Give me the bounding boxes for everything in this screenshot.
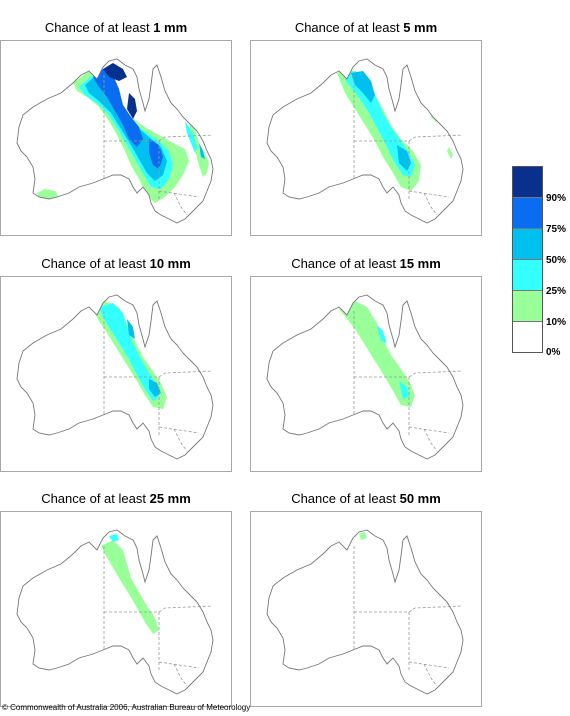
legend-label-50: 50%: [546, 255, 567, 266]
rainfall-area: [397, 145, 411, 171]
state-border: [408, 370, 464, 378]
panel-title: Chance of at least 15 mm: [291, 256, 441, 271]
panel-25mm: Chance of at least 25 mm: [0, 489, 232, 707]
rainfall-area: [99, 303, 159, 401]
state-border: [158, 661, 200, 669]
rainfall-area: [359, 532, 367, 540]
coastline: [266, 529, 464, 695]
rainfall-area: [343, 71, 415, 177]
map-frame: [0, 276, 232, 472]
australia-map: [266, 529, 464, 695]
rainfall-area: [149, 379, 161, 397]
rainfall-area: [93, 69, 143, 147]
state-border: [158, 190, 200, 198]
state-border: [158, 370, 214, 378]
legend-swatch-10: [513, 291, 542, 322]
legend-swatch-75: [513, 198, 542, 229]
map-frame: [250, 276, 482, 472]
rainfall-area: [127, 319, 135, 339]
state-border: [408, 426, 450, 434]
map-frame: [250, 511, 482, 707]
coastline: [16, 294, 214, 460]
coastline: [266, 58, 464, 224]
map-group: [266, 58, 464, 224]
rainfall-area: [399, 381, 409, 399]
panel-50mm: Chance of at least 50 mm: [250, 489, 482, 707]
rainfall-area: [199, 143, 205, 159]
legend-label-75: 75%: [546, 224, 567, 235]
state-border: [173, 663, 188, 687]
australia-map: [16, 294, 214, 460]
panel-title: Chance of at least 10 mm: [41, 256, 191, 271]
map-group: [16, 294, 214, 460]
legend-label-25: 25%: [546, 286, 567, 297]
rainfall-area: [339, 301, 415, 407]
state-border: [158, 134, 214, 142]
copyright-notice: © Commonwealth of Australia 2006, Austra…: [2, 703, 251, 712]
rainfall-area: [185, 121, 197, 153]
coastline: [16, 529, 214, 695]
panel-5mm: Chance of at least 5 mm: [250, 18, 482, 236]
state-border: [408, 190, 450, 198]
legend-label-0: 0%: [546, 347, 561, 358]
map-frame: [250, 40, 482, 236]
map-group: [16, 529, 214, 695]
coastline: [266, 294, 464, 460]
rainfall-area: [415, 297, 421, 315]
panel-10mm: Chance of at least 10 mm: [0, 254, 232, 472]
rainfall-area: [101, 540, 159, 634]
map-frame: [0, 511, 232, 707]
panel-title: Chance of at least 1 mm: [44, 20, 188, 35]
rainfall-area: [447, 147, 453, 159]
rainfall-area: [109, 534, 119, 542]
rainfall-area: [103, 63, 127, 81]
panel-title: Chance of at least 50 mm: [291, 491, 441, 506]
state-border: [408, 605, 464, 613]
legend-swatch-0: [513, 322, 542, 352]
panel-title: Chance of at least 5 mm: [294, 20, 438, 35]
state-border: [423, 428, 438, 452]
panel-1mm: Chance of at least 1 mm: [0, 18, 232, 236]
map-group: [266, 294, 464, 460]
state-border: [173, 192, 188, 216]
rainfall-probability-layer: [37, 63, 209, 203]
rainfall-area: [149, 139, 163, 169]
state-border: [173, 428, 188, 452]
rainfall-area: [351, 71, 375, 103]
probability-legend: [512, 166, 543, 353]
australia-map: [16, 529, 214, 695]
panel-15mm: Chance of at least 15 mm: [250, 254, 482, 472]
state-border: [158, 426, 200, 434]
legend-label-90: 90%: [546, 193, 567, 204]
rainfall-area: [37, 189, 59, 199]
rainfall-area: [411, 534, 415, 542]
coastline: [16, 58, 214, 224]
state-border: [158, 605, 214, 613]
rainfall-area: [165, 299, 173, 317]
state-border: [423, 192, 438, 216]
map-group: [16, 58, 214, 224]
legend-label-10: 10%: [546, 317, 567, 328]
map-frame: [0, 40, 232, 236]
rainfall-area: [377, 325, 387, 343]
legend-swatch-90: [513, 167, 542, 198]
state-border: [408, 134, 464, 142]
rainfall-area: [127, 93, 137, 119]
australia-map: [266, 58, 464, 224]
panel-title: Chance of at least 25 mm: [41, 491, 191, 506]
legend-swatch-50: [513, 229, 542, 260]
rainfall-area: [189, 119, 209, 177]
australia-map: [266, 294, 464, 460]
legend-swatch-25: [513, 260, 542, 291]
state-border: [408, 661, 450, 669]
australia-map: [16, 58, 214, 224]
map-group: [266, 529, 464, 695]
state-border: [423, 663, 438, 687]
